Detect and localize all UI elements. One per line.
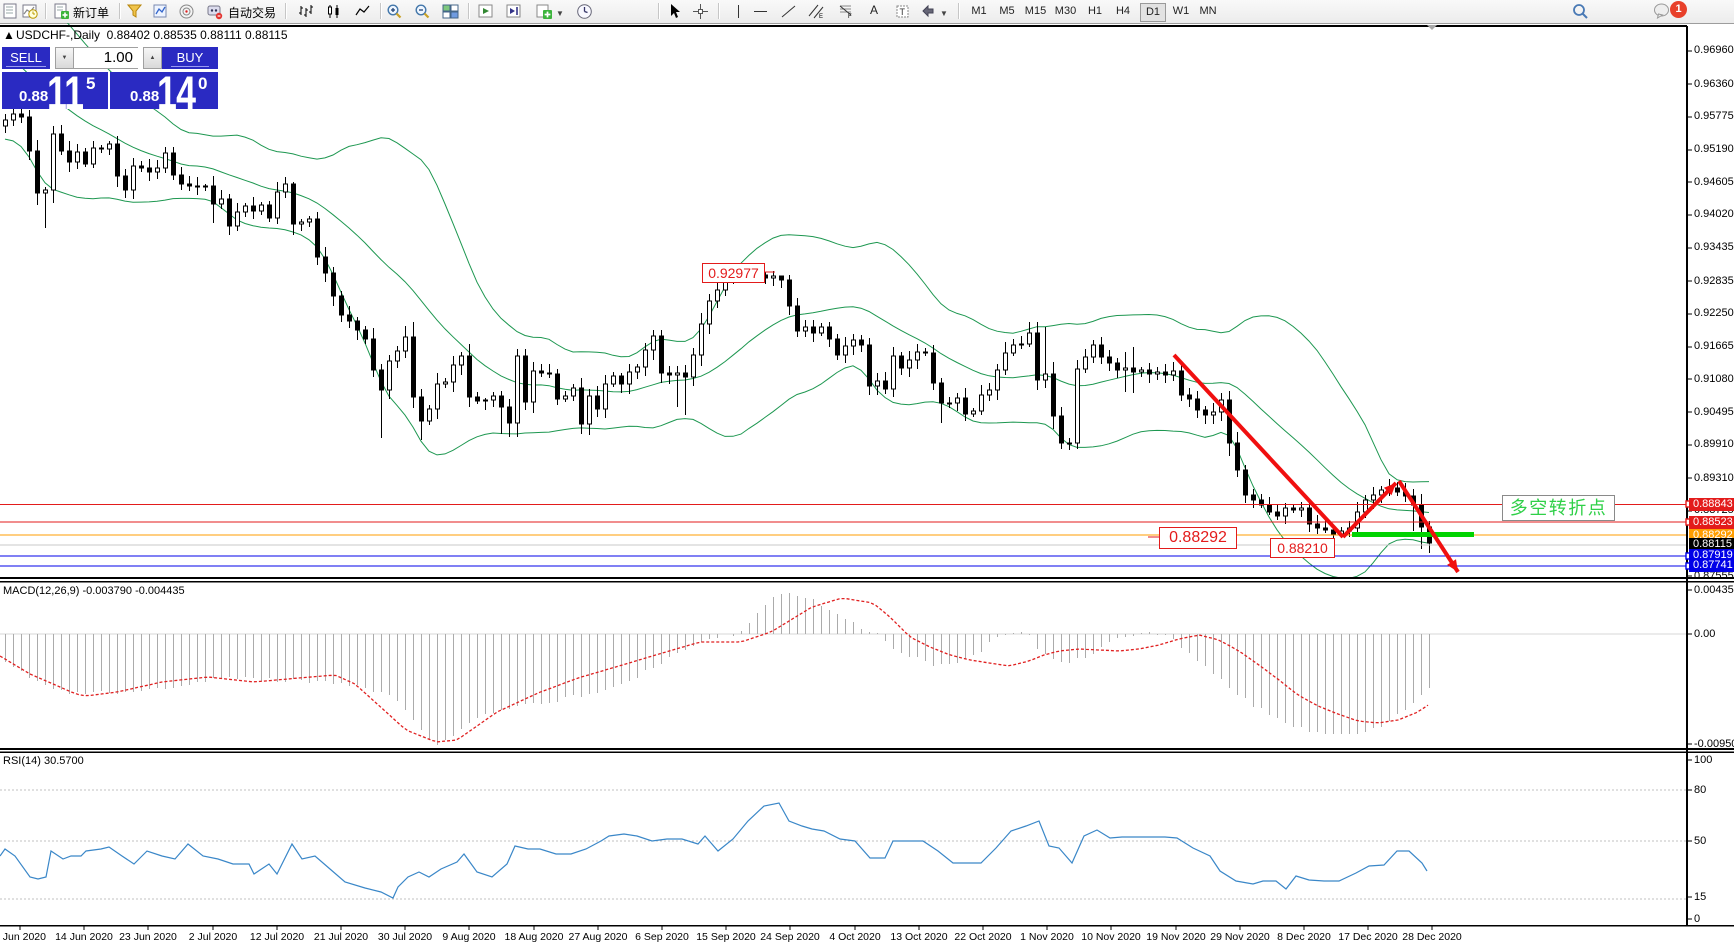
svg-text:F: F bbox=[848, 14, 852, 20]
svg-text:T: T bbox=[900, 7, 906, 17]
svg-text:E: E bbox=[819, 14, 823, 20]
